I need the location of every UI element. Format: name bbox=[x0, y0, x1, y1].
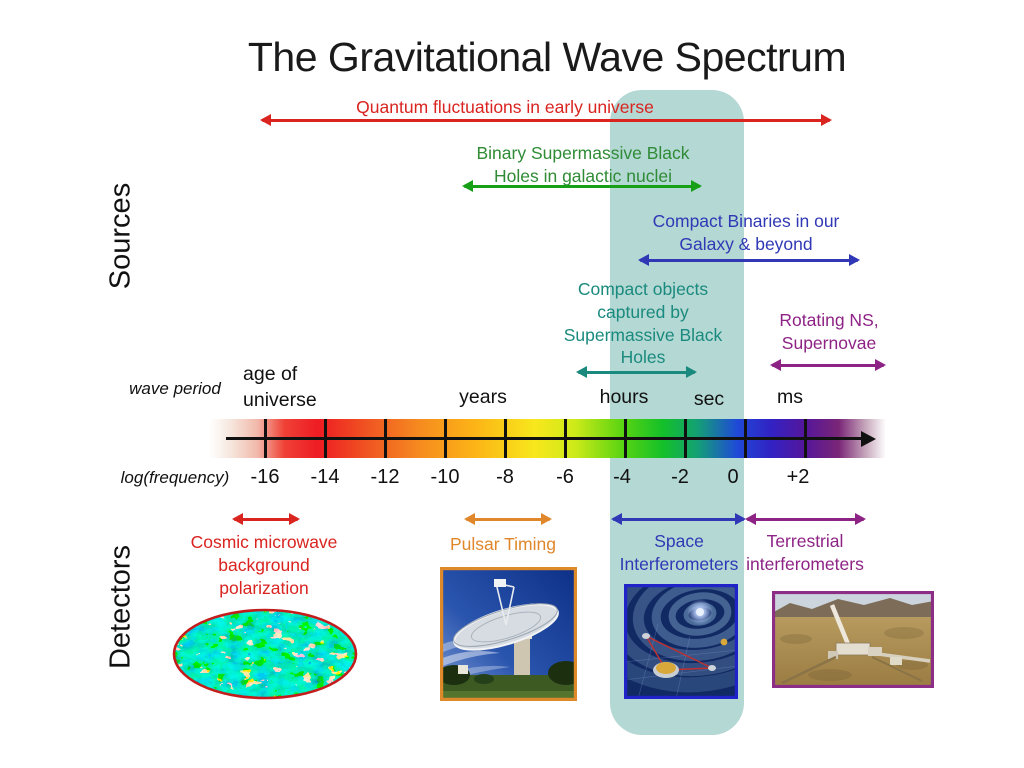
rotating-ns-range-arrow bbox=[772, 364, 884, 367]
pulsar-timing-range-arrow bbox=[466, 518, 550, 521]
period-label-age-of-universe: age of universe bbox=[243, 363, 317, 411]
page-title: The Gravitational Wave Spectrum bbox=[247, 34, 847, 80]
frequency-axis-arrow bbox=[226, 437, 872, 440]
wave-period-axis-label: wave period bbox=[129, 379, 221, 398]
tick-label: -16 bbox=[250, 466, 280, 488]
terrestrial-interferometer-image bbox=[772, 591, 934, 688]
source-binary-smbh-label: Binary Supermassive Black Holes in galac… bbox=[476, 143, 690, 186]
tick-label: -6 bbox=[556, 466, 574, 488]
binary-smbh-range-arrow bbox=[464, 185, 700, 188]
tick-label: -4 bbox=[613, 466, 631, 488]
tick-label: -14 bbox=[310, 466, 340, 488]
tick-label: -12 bbox=[370, 466, 400, 488]
radio-telescope-image bbox=[440, 567, 577, 701]
detector-space-interferometers-label: Space Interferometers bbox=[619, 531, 739, 574]
tick-label: +2 bbox=[786, 466, 810, 488]
detector-pulsar-timing-label: Pulsar Timing bbox=[449, 534, 556, 554]
period-label-hours: hours bbox=[599, 386, 649, 408]
cmb-map-illustration bbox=[172, 608, 358, 700]
source-quantum-fluctuations-label: Quantum fluctuations in early universe bbox=[356, 97, 654, 117]
radio-telescope-illustration bbox=[440, 567, 577, 701]
quantum-fluctuations-range-arrow bbox=[262, 119, 830, 122]
cmb-detector-range-arrow bbox=[234, 518, 298, 521]
detector-terrestrial-interferometers-label: Terrestrial interferometers bbox=[746, 531, 864, 574]
log-frequency-axis-label: log(frequency) bbox=[120, 468, 230, 487]
tick-label: -8 bbox=[496, 466, 514, 488]
captured-objects-range-arrow bbox=[578, 371, 695, 374]
space-interferometer-illustration bbox=[624, 584, 738, 699]
tick-label: -10 bbox=[430, 466, 460, 488]
cmb-map-image bbox=[170, 606, 360, 702]
period-label-ms: ms bbox=[777, 386, 803, 408]
space-interferometer-range-arrow bbox=[613, 518, 744, 521]
detector-cmb-label: Cosmic microwave background polarization bbox=[190, 532, 338, 598]
spectrum-bar bbox=[210, 419, 886, 458]
source-captured-objects-label: Compact objects captured by Supermassive… bbox=[563, 279, 723, 368]
period-label-sec: sec bbox=[693, 388, 725, 410]
compact-binaries-range-arrow bbox=[640, 259, 858, 262]
terrestrial-interferometer-illustration bbox=[772, 591, 934, 688]
period-label-years: years bbox=[459, 386, 507, 408]
frequency-tick-labels: -16 -14 -12 -10 -8 -6 -4 -2 0 +2 bbox=[0, 466, 1024, 494]
space-interferometer-image bbox=[624, 584, 738, 699]
source-compact-binaries-label: Compact Binaries in our Galaxy & beyond bbox=[652, 211, 840, 254]
tick-label: -2 bbox=[671, 466, 689, 488]
source-rotating-ns-label: Rotating NS, Supernovae bbox=[779, 310, 879, 353]
tick-label: 0 bbox=[727, 466, 739, 488]
terrestrial-interferometer-range-arrow bbox=[747, 518, 864, 521]
sources-section-label: Sources bbox=[104, 182, 137, 290]
detectors-section-label: Detectors bbox=[104, 544, 137, 670]
